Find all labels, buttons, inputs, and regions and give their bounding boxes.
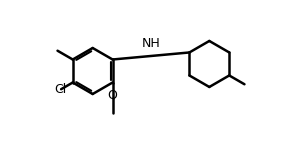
- Text: NH: NH: [142, 37, 160, 50]
- Text: Cl: Cl: [55, 83, 67, 96]
- Text: O: O: [108, 89, 118, 102]
